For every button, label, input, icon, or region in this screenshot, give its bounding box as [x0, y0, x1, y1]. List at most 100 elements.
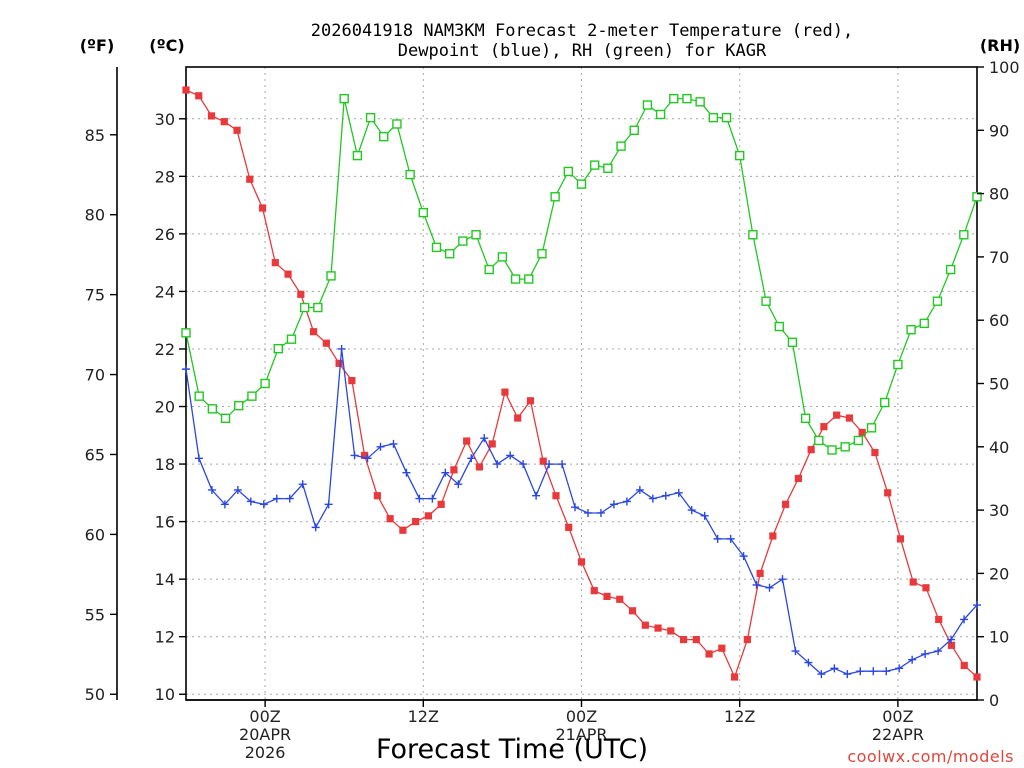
dewpoint-point	[558, 460, 567, 469]
x-tick-label1: 00Z	[882, 707, 913, 726]
rh-point	[352, 150, 363, 161]
rh-tick-label: 30	[989, 501, 1009, 520]
rh-point	[537, 249, 547, 259]
temperature-point	[705, 650, 713, 658]
rh-tick-label: 20	[989, 564, 1009, 583]
x-tick-label1: 00Z	[249, 707, 280, 726]
temperature-point	[896, 535, 905, 543]
celsius-tick-label: 20	[155, 398, 175, 417]
x-tick-label3: 2026	[245, 743, 286, 762]
dewpoint-point	[648, 494, 657, 503]
dewpoint-point	[337, 344, 346, 353]
dewpoint-point	[713, 534, 722, 543]
temperature-point	[399, 526, 407, 534]
temperature-point	[947, 641, 956, 649]
rh-point	[379, 131, 389, 142]
rh-tick-label: 0	[989, 691, 999, 710]
temperature-point	[526, 397, 535, 405]
temperature-point	[386, 515, 394, 523]
x-tick-label2: 22APR	[872, 725, 924, 744]
rh-tick-label: 10	[989, 628, 1009, 647]
dewpoint-point	[272, 494, 281, 503]
dewpoint-point	[493, 460, 502, 469]
temperature-point	[616, 595, 624, 603]
rh-point	[972, 192, 982, 202]
celsius-tick-label: 14	[155, 570, 175, 589]
dewpoint-point	[622, 497, 631, 506]
rh-tick-label: 90	[989, 121, 1009, 140]
dewpoint-point	[532, 491, 541, 500]
temperature-point	[641, 621, 649, 629]
rh-point	[708, 112, 719, 123]
dewpoint-point	[661, 491, 670, 500]
dewpoint-point	[298, 480, 307, 489]
temperature-point	[207, 112, 216, 120]
temperature-point	[922, 584, 930, 592]
dewpoint-point	[506, 451, 515, 460]
dewpoint-point	[259, 500, 268, 509]
rh-point	[431, 242, 442, 253]
dewpoint-point	[571, 503, 580, 512]
rh-point	[299, 302, 310, 313]
rh-point	[510, 274, 521, 284]
rh-point	[853, 435, 864, 446]
fahrenheit-tick-label: 75	[85, 286, 105, 305]
dewpoint-point	[233, 485, 242, 494]
temperature-point	[845, 414, 854, 422]
rh-point	[800, 413, 811, 424]
rh-point	[840, 442, 850, 452]
rh-point	[220, 413, 231, 424]
dewpoint-point	[182, 365, 190, 374]
temperature-point	[220, 118, 228, 126]
temperature-point	[182, 86, 190, 94]
rh-point	[444, 249, 455, 259]
celsius-unit-label: (ºC)	[149, 36, 184, 55]
rh-point	[576, 179, 587, 189]
dewpoint-point	[441, 468, 450, 477]
x-tick-label2: 20APR	[239, 725, 291, 744]
temperature-point	[769, 532, 777, 540]
fahrenheit-tick-label: 80	[85, 206, 105, 225]
temperature-point	[463, 437, 471, 445]
dewpoint-point	[402, 468, 411, 477]
rh-point	[959, 230, 969, 240]
temperature-point	[348, 377, 356, 385]
rh-point	[945, 264, 956, 275]
fahrenheit-tick-label: 55	[85, 605, 105, 624]
celsius-tick-label: 28	[155, 167, 175, 186]
fahrenheit-tick-label: 50	[85, 685, 105, 704]
chart-title-line2: Dewpoint (blue), RH (green) for KAGR	[398, 41, 767, 61]
temperature-point	[373, 492, 381, 500]
rh-point	[866, 423, 877, 433]
rh-point	[273, 343, 283, 354]
dewpoint-point	[246, 497, 255, 506]
temperature-point	[858, 428, 866, 437]
dewpoint-point	[609, 500, 618, 509]
temperature-point	[246, 175, 254, 183]
dewpoint-point	[207, 485, 216, 494]
temperature-point	[475, 463, 484, 471]
temperature-point	[539, 457, 547, 465]
temperature-point	[973, 673, 981, 681]
celsius-tick-label: 10	[155, 685, 175, 704]
temperature-point	[718, 644, 726, 652]
rh-point	[893, 359, 903, 370]
dewpoint-point	[285, 494, 294, 503]
rh-point	[906, 324, 916, 335]
x-tick-label2: 21APR	[555, 725, 607, 744]
celsius-tick-label: 24	[155, 282, 175, 301]
x-tick-label1: 00Z	[566, 707, 597, 726]
axes-layer: 50 55 60 65 70 75 80 85 10 12 14 16 18 20 22 24 26 28 30 0 1…	[85, 58, 1020, 762]
rh-unit-label: (RH)	[980, 36, 1020, 55]
fahrenheit-tick-label: 65	[85, 445, 105, 464]
credit-text: coolwx.com/models	[847, 747, 1014, 766]
rh-point	[550, 192, 560, 202]
rh-point	[392, 119, 402, 129]
temperature-point	[794, 474, 802, 483]
rh-point	[735, 150, 745, 161]
temperature-point	[361, 451, 369, 460]
celsius-tick-label: 30	[155, 110, 175, 129]
temperature-point	[424, 512, 433, 520]
rh-point	[814, 435, 824, 446]
